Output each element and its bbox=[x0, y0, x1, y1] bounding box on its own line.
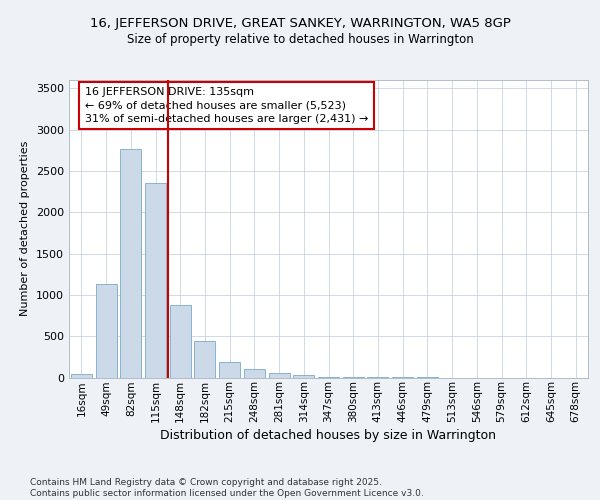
Bar bbox=[318, 376, 339, 378]
Bar bbox=[244, 369, 265, 378]
Bar bbox=[120, 150, 141, 378]
X-axis label: Distribution of detached houses by size in Warrington: Distribution of detached houses by size … bbox=[161, 430, 497, 442]
Bar bbox=[170, 305, 191, 378]
Text: Size of property relative to detached houses in Warrington: Size of property relative to detached ho… bbox=[127, 32, 473, 46]
Text: Contains HM Land Registry data © Crown copyright and database right 2025.
Contai: Contains HM Land Registry data © Crown c… bbox=[30, 478, 424, 498]
Bar bbox=[95, 284, 116, 378]
Text: 16 JEFFERSON DRIVE: 135sqm
← 69% of detached houses are smaller (5,523)
31% of s: 16 JEFFERSON DRIVE: 135sqm ← 69% of deta… bbox=[85, 88, 368, 124]
Bar bbox=[194, 341, 215, 378]
Text: 16, JEFFERSON DRIVE, GREAT SANKEY, WARRINGTON, WA5 8GP: 16, JEFFERSON DRIVE, GREAT SANKEY, WARRI… bbox=[89, 18, 511, 30]
Bar bbox=[293, 376, 314, 378]
Bar bbox=[269, 372, 290, 378]
Bar bbox=[71, 374, 92, 378]
Bar bbox=[145, 184, 166, 378]
Bar bbox=[219, 362, 240, 378]
Y-axis label: Number of detached properties: Number of detached properties bbox=[20, 141, 31, 316]
